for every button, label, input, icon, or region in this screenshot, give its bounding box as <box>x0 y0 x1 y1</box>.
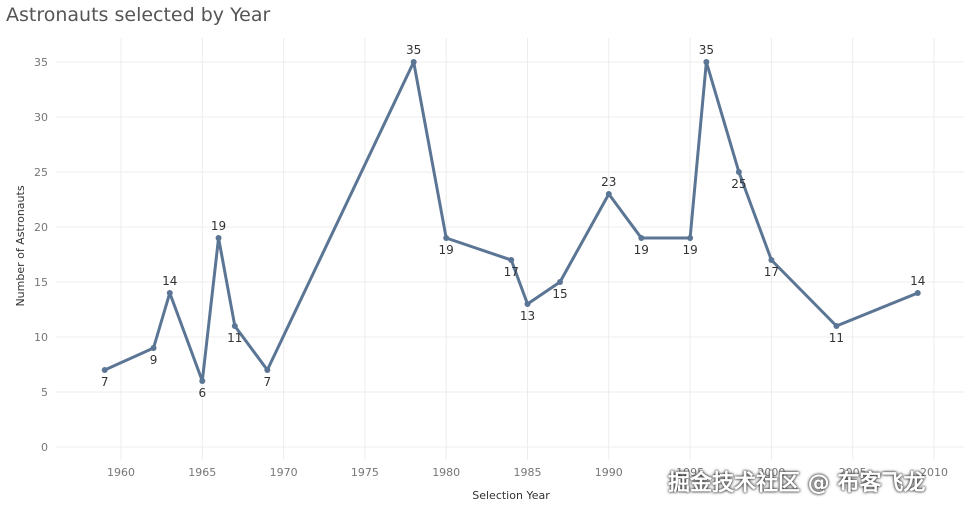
data-point <box>101 367 108 373</box>
data-label: 17 <box>504 265 519 279</box>
x-tick-label: 1960 <box>107 466 135 479</box>
data-label: 9 <box>150 353 158 367</box>
data-point <box>735 169 742 175</box>
data-label: 23 <box>601 175 616 189</box>
y-tick-label: 15 <box>34 276 48 289</box>
data-label: 19 <box>682 243 697 257</box>
y-axis-label: Number of Astronauts <box>14 185 27 306</box>
data-label: 14 <box>910 274 925 288</box>
x-tick-label: 1975 <box>351 466 379 479</box>
data-point <box>215 235 222 241</box>
x-tick-label: 1990 <box>595 466 623 479</box>
y-tick-label: 0 <box>41 441 48 454</box>
data-point <box>150 345 157 351</box>
x-axis-label: Selection Year <box>472 489 550 502</box>
x-tick-label: 1965 <box>188 466 216 479</box>
data-point <box>703 59 710 65</box>
data-label: 35 <box>699 43 714 57</box>
data-point <box>524 301 531 307</box>
data-point <box>914 290 921 296</box>
data-label: 19 <box>634 243 649 257</box>
data-label: 11 <box>829 331 844 345</box>
data-point <box>231 323 238 329</box>
chart-title: Astronauts selected by Year <box>6 4 271 26</box>
data-label: 11 <box>227 331 242 345</box>
data-label: 6 <box>198 386 206 400</box>
data-point <box>443 235 450 241</box>
data-label: 19 <box>439 243 454 257</box>
data-point <box>687 235 694 241</box>
point-layer <box>101 59 921 384</box>
data-point <box>557 279 564 285</box>
data-point <box>166 290 173 296</box>
axis-layer: 0 5 10 15 20 25 30 35 1960 1965 1970 1975 1980 1985 19… <box>34 56 948 479</box>
y-tick-label: 30 <box>34 111 48 124</box>
y-tick-label: 25 <box>34 166 48 179</box>
data-label: 17 <box>764 265 779 279</box>
data-label: 14 <box>162 274 177 288</box>
x-tick-label: 1985 <box>514 466 542 479</box>
line-layer <box>104 60 919 383</box>
watermark: 掘金技术社区 @ 布客飞龙 <box>668 471 926 496</box>
data-label: 25 <box>731 177 746 191</box>
grid-layer <box>56 38 964 460</box>
data-label: 35 <box>406 43 421 57</box>
data-label: 7 <box>101 375 109 389</box>
y-tick-label: 35 <box>34 56 48 69</box>
data-point <box>605 191 612 197</box>
data-label: 7 <box>264 375 272 389</box>
series-line <box>104 60 919 383</box>
data-point <box>768 257 775 263</box>
data-point <box>199 378 206 384</box>
x-tick-label: 1970 <box>270 466 298 479</box>
y-tick-label: 10 <box>34 331 48 344</box>
data-point <box>638 235 645 241</box>
data-label: 13 <box>520 309 535 323</box>
data-point <box>833 323 840 329</box>
x-tick-label: 1995 <box>676 466 704 479</box>
data-point <box>410 59 417 65</box>
x-tick-label: 2010 <box>920 466 948 479</box>
x-tick-label: 1980 <box>432 466 460 479</box>
data-label: 19 <box>211 219 226 233</box>
y-tick-label: 5 <box>41 386 48 399</box>
data-point <box>264 367 271 373</box>
data-label: 15 <box>552 287 567 301</box>
y-tick-label: 20 <box>34 221 48 234</box>
x-tick-label: 2000 <box>757 466 785 479</box>
data-point <box>508 257 515 263</box>
label-layer: 7 9 14 6 19 11 7 35 19 17 13 15 23 19 19 35 25 17 11 14 <box>101 43 925 400</box>
x-tick-label: 2005 <box>839 466 867 479</box>
